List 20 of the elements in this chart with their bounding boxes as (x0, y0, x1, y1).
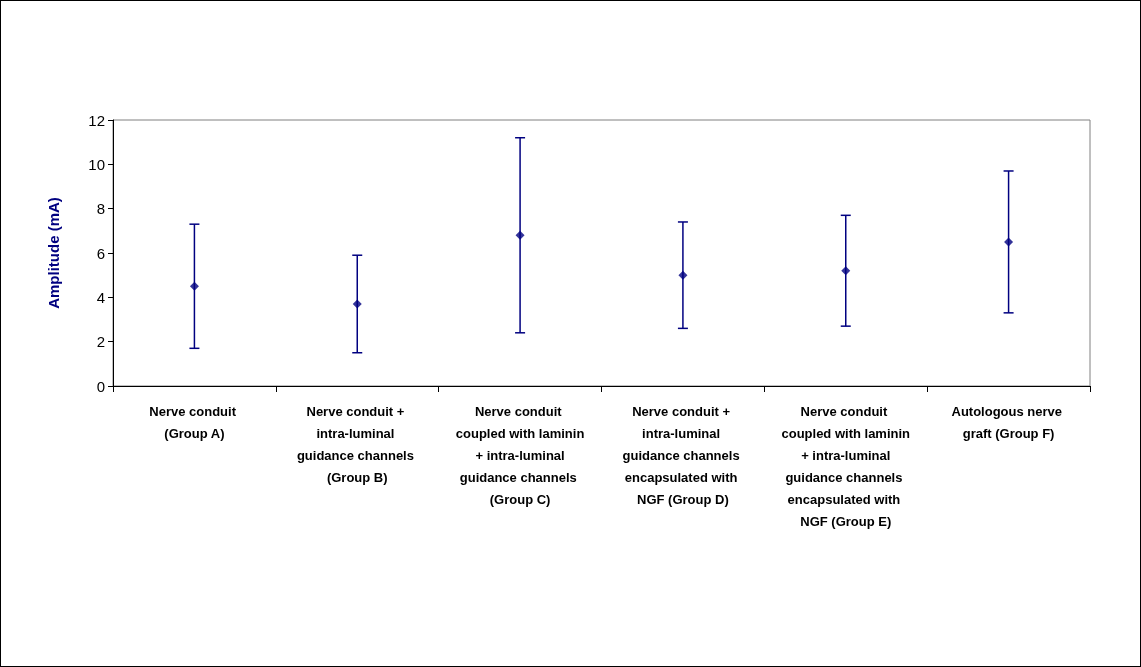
point (678, 270, 688, 280)
y-tick-label: 12 (88, 111, 105, 129)
y-axis-title: Amplitude (mA) (45, 197, 62, 309)
point (352, 299, 362, 309)
point (1004, 237, 1014, 247)
x-tick-label: Nerve conduit + intra-luminal guidance channels (Group B) (296, 403, 418, 485)
y-tick-label: 0 (96, 377, 105, 395)
x-tick-label: Nerve conduit coupled with laminin + intra-luminal guidance channels (Group C) (455, 403, 585, 507)
x-tick-label: Nerve conduit coupled with laminin + intra-luminal guidance channels encapsulated with NGF (Group E) (781, 403, 911, 529)
point (189, 281, 199, 291)
point (841, 266, 851, 276)
x-tick-label: Nerve conduit + intra-luminal guidance channels encapsulated with NGF (Group D) (622, 403, 744, 507)
y-tick-label: 10 (88, 155, 105, 173)
x-tick-label: Nerve conduit (Group A) (149, 403, 240, 441)
point (515, 230, 525, 240)
y-tick-label: 8 (96, 200, 105, 218)
y-tick-label: 2 (96, 333, 105, 351)
y-tick-label: 6 (96, 244, 105, 262)
y-tick-label: 4 (96, 288, 105, 306)
x-tick-label: Autologous nerve graft (Group F) (951, 403, 1066, 441)
